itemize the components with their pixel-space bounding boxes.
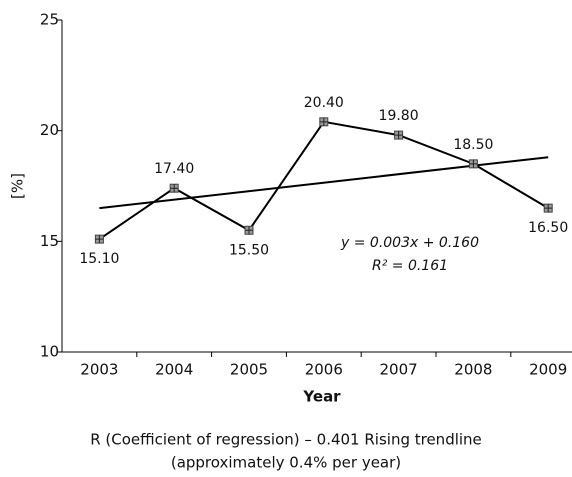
y-tick-label: 10	[40, 343, 59, 361]
value-label: 15.50	[229, 242, 269, 258]
r-squared: R² = 0.161	[372, 258, 448, 274]
caption: R (Coefficient of regression) – 0.401 Ri…	[90, 431, 482, 449]
value-label: 16.50	[528, 220, 568, 236]
value-label: 19.80	[379, 108, 419, 124]
marker-cross	[170, 184, 179, 193]
x-tick-label: 2007	[380, 361, 418, 379]
y-tick-label: 15	[40, 232, 59, 250]
value-label: 20.40	[304, 95, 344, 111]
y-tick-label: 25	[40, 11, 59, 29]
y-axis-label: [%]	[9, 173, 27, 199]
marker-cross	[319, 117, 328, 126]
marker-cross	[469, 159, 478, 168]
x-tick-label: 2003	[80, 361, 118, 379]
x-tick-label: 2004	[155, 361, 193, 379]
x-tick-label: 2009	[529, 361, 567, 379]
value-label: 17.40	[154, 161, 194, 177]
equation: y = 0.003x + 0.160	[340, 235, 479, 251]
x-tick-label: 2005	[230, 361, 268, 379]
y-tick-label: 20	[40, 121, 59, 139]
marker-cross	[95, 235, 104, 244]
value-label: 15.10	[79, 251, 119, 267]
value-label: 18.50	[453, 137, 493, 153]
marker-cross	[394, 131, 403, 140]
marker-cross	[544, 204, 553, 213]
x-tick-label: 2006	[305, 361, 343, 379]
x-tick-label: 2008	[454, 361, 492, 379]
x-axis-label: Year	[302, 388, 341, 406]
marker-cross	[245, 226, 253, 235]
caption: (approximately 0.4% per year)	[171, 454, 401, 472]
